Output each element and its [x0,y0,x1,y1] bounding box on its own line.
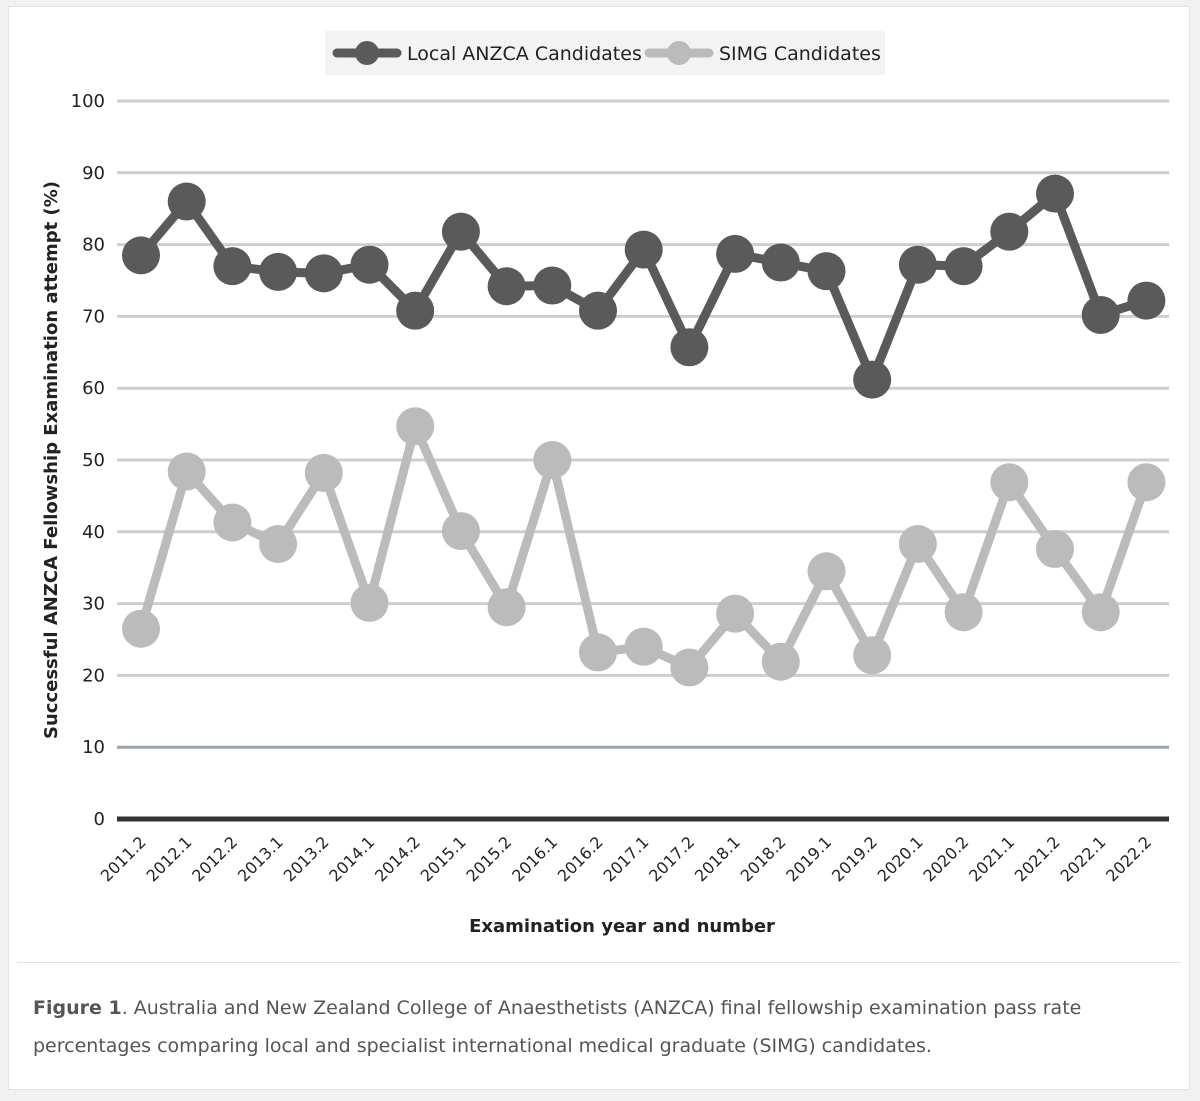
series-2-point [487,588,526,627]
y-axis-title: Successful ANZCA Fellowship Examination … [41,181,62,739]
series-2-point [807,552,846,591]
series-1-point [761,243,800,282]
series-1-point [670,328,709,367]
series-2-point [396,407,435,446]
legend-label-2: SIMG Candidates [719,43,881,65]
caption-text: . Australia and New Zealand College of A… [33,997,1082,1057]
legend-label-1: Local ANZCA Candidates [407,43,642,65]
series-1-point [487,267,526,306]
y-tick-label: 60 [82,378,105,399]
series-2-point [716,594,755,633]
figure-caption: Figure 1. Australia and New Zealand Coll… [33,989,1153,1065]
series-2-point [1036,530,1074,569]
series-2-point [122,609,160,648]
series-1-point [167,182,206,221]
y-tick-label: 50 [82,450,105,471]
series-1-point [898,245,937,284]
series-1-point [807,252,846,291]
x-tick-label: 2016.1 [508,832,561,885]
x-tick-label: 2014.1 [325,832,378,885]
series-1-point [122,236,160,275]
x-tick-label: 2011.2 [97,832,150,885]
series-2-point [990,463,1029,502]
x-tick-label: 2021.2 [1011,832,1064,885]
series-2-point [898,525,937,564]
y-tick-label: 0 [94,809,105,830]
y-tick-label: 80 [82,235,105,256]
x-tick-label: 2015.1 [417,832,470,885]
series-2-point [853,636,892,675]
x-tick-label: 2018.1 [691,832,744,885]
series-1-point [944,247,983,286]
legend-background [325,31,885,75]
x-tick-label: 2017.1 [600,832,653,885]
series-2-point [259,525,298,564]
series-2-point [441,512,480,551]
x-tick-label: 2013.2 [280,832,333,885]
series-1-point [213,247,252,286]
series-1-point [624,230,663,269]
x-tick-label: 2019.1 [782,832,835,885]
y-tick-label: 40 [82,522,105,543]
series-1-point [441,212,480,251]
x-tick-label: 2018.2 [737,832,790,885]
chart-svg: Local ANZCA Candidates SIMG Candidates 0 1… [41,31,1169,937]
x-tick-label: 2014.2 [371,832,424,885]
x-tick-label: 2022.1 [1057,832,1110,885]
x-tick-label: 2020.2 [919,832,972,885]
y-tick-label: 100 [71,91,105,112]
series-1-point [350,245,389,284]
x-axis-title: Examination year and number [469,916,775,937]
caption-divider [17,962,1181,963]
series-2-point [304,453,343,492]
series-1-point [396,291,435,330]
x-tick-label: 2013.1 [234,832,287,885]
y-tick-label: 10 [82,737,105,758]
legend-swatch-marker-2 [667,41,691,65]
x-tick-label: 2017.2 [645,832,698,885]
y-tick-label: 20 [82,665,105,686]
series-1-point [304,254,343,293]
x-tick-label: 2012.2 [188,832,241,885]
series-2-point [213,503,252,542]
x-tick-label: 2019.2 [828,832,881,885]
series-2-point [533,441,572,479]
series-1-point [579,291,617,330]
series-1-point [533,266,572,305]
caption-label: Figure 1 [33,997,122,1019]
series-points [122,174,1166,687]
legend-swatch-marker-1 [355,41,379,65]
y-tick-label: 30 [82,594,105,615]
series-1-point [259,252,298,291]
chart-gridlines [117,99,1169,822]
series-2-point [1127,463,1166,502]
series-2-point [944,593,983,632]
y-tick-label: 90 [82,163,105,184]
x-tick-label: 2022.2 [1102,832,1155,885]
series-1-point [1036,174,1074,213]
series-1-point [1081,295,1120,334]
series-2-point [624,627,663,666]
x-axis-ticks: 2011.22012.12012.22013.12013.22014.12014… [97,832,1155,885]
x-tick-label: 2012.1 [143,832,196,885]
x-tick-label: 2016.2 [554,832,607,885]
series-2-point [1081,593,1120,632]
series-2-point [167,452,206,491]
x-tick-label: 2015.2 [462,832,515,885]
series-1-point [990,212,1029,251]
series-1-point [716,234,755,273]
y-axis-ticks: 0 10 20 30 40 50 60 70 80 90 100 [71,91,105,830]
figure-card: Local ANZCA Candidates SIMG Candidates 0 1… [8,6,1190,1090]
x-tick-label: 2020.1 [874,832,927,885]
line-chart: Local ANZCA Candidates SIMG Candidates 0 1… [9,7,1191,962]
y-tick-label: 70 [82,306,105,327]
series-2-point [761,642,800,681]
series-2-point [350,583,389,622]
series-1-point [853,360,892,399]
series-2-point [670,648,709,687]
chart-legend: Local ANZCA Candidates SIMG Candidates [325,31,885,75]
series-2-point [579,633,617,672]
series-1-point [1127,281,1166,320]
x-tick-label: 2021.1 [965,832,1018,885]
